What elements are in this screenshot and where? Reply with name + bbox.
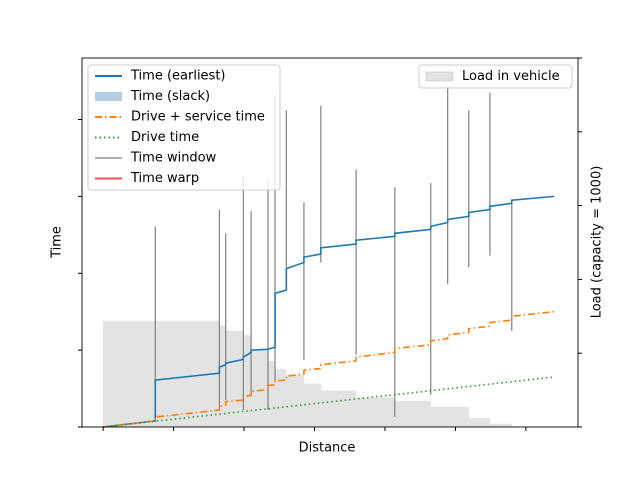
legend-label: Drive + service time	[131, 110, 265, 125]
load-step	[219, 325, 226, 428]
load-step	[250, 348, 269, 428]
load-step	[286, 374, 305, 428]
load-step	[243, 334, 252, 428]
legend-label: Drive time	[131, 130, 199, 145]
load-step	[320, 390, 357, 428]
legend-label: Time window	[130, 151, 217, 166]
legend-swatch	[425, 71, 454, 82]
load-step	[274, 368, 287, 428]
legend-box	[87, 64, 281, 191]
legend-swatch	[95, 92, 122, 101]
legend-label: Time (earliest)	[130, 69, 226, 84]
load-step	[303, 383, 322, 428]
load-step	[468, 417, 491, 428]
load-step	[267, 360, 276, 428]
series-line	[103, 376, 555, 428]
plot-frame	[81, 57, 579, 428]
load-step	[355, 397, 396, 428]
legend-label: Time warp	[130, 171, 199, 186]
legend-label: Time (slack)	[130, 89, 210, 104]
legend-box	[418, 64, 573, 89]
y-axis-label: Time	[50, 226, 65, 259]
series-line	[103, 310, 555, 428]
series-line	[103, 195, 555, 428]
load-step	[394, 400, 431, 428]
legend-label: Load in vehicle	[462, 69, 560, 84]
x-axis-label: Distance	[299, 441, 356, 456]
load-step	[430, 406, 448, 428]
load-step	[447, 406, 470, 428]
load-step	[102, 320, 220, 428]
y2-axis-label: Load (capacity = 1000)	[590, 166, 605, 319]
